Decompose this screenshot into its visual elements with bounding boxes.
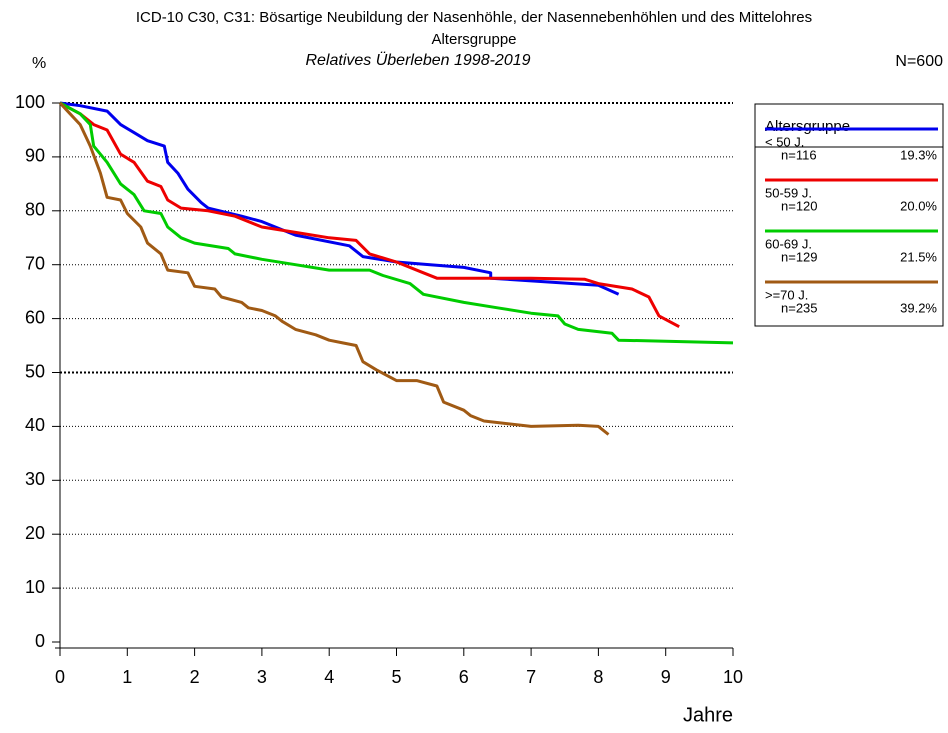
x-tick-label: 1 (122, 667, 132, 687)
x-tick-label: 6 (459, 667, 469, 687)
x-axis-label: Jahre (683, 704, 733, 726)
annotation: N=600 (895, 53, 943, 70)
legend-n: n=235 (781, 300, 818, 315)
y-tick-label: 10 (25, 577, 45, 597)
legend-label: >=70 J. (765, 287, 808, 302)
x-tick-label: 10 (723, 667, 743, 687)
legend-box (754, 103, 944, 327)
y-axis-label: % (32, 55, 46, 72)
y-tick-label: 0 (35, 631, 45, 651)
chart-subtitle2: Relatives Überleben 1998-2019 (305, 51, 530, 69)
chart-subtitle: Altersgruppe (431, 31, 516, 48)
chart-title: ICD-10 C30, C31: Bösartige Neubildung de… (136, 9, 812, 26)
x-tick-label: 8 (593, 667, 603, 687)
legend-share: 19.3% (900, 147, 937, 162)
x-tick-label: 4 (324, 667, 334, 687)
line-series (59, 101, 620, 296)
x-tick-label: 9 (661, 667, 671, 687)
legend-n: n=116 (781, 147, 817, 162)
y-tick-label: 50 (25, 361, 45, 381)
y-tick-label: 40 (25, 415, 45, 435)
y-tick-label: 100 (15, 92, 45, 112)
y-tick-label: 70 (25, 253, 45, 273)
legend-label: 60-69 J. (765, 236, 812, 251)
y-tick-label: 30 (25, 469, 45, 489)
x-tick-label: 2 (190, 667, 200, 687)
legend-label: < 50 J. (765, 134, 804, 149)
line-series (59, 101, 734, 345)
legend-label: 50-59 J. (765, 185, 812, 200)
x-tick-label: 5 (391, 667, 401, 687)
y-tick-label: 60 (25, 307, 45, 327)
y-tick-label: 80 (25, 200, 45, 220)
x-tick-label: 0 (55, 667, 65, 687)
legend-share: 20.0% (900, 198, 937, 213)
line-series (59, 101, 680, 329)
legend-title: Altersgruppe (765, 118, 850, 135)
legend-share: 39.2% (900, 300, 937, 315)
x-tick-label: 7 (526, 667, 536, 687)
legend-n: n=120 (781, 198, 818, 213)
line-series (58, 101, 610, 436)
y-tick-label: 90 (25, 146, 45, 166)
y-tick-label: 20 (25, 523, 45, 543)
x-tick-label: 3 (257, 667, 267, 687)
legend-n: n=129 (781, 249, 818, 264)
legend-share: 21.5% (900, 249, 937, 264)
